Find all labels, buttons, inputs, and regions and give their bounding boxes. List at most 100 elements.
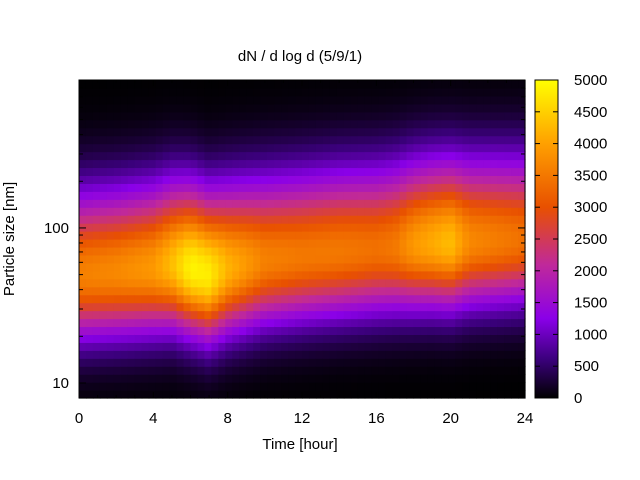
- heatmap-cell: [476, 254, 484, 264]
- heatmap-cell: [308, 215, 317, 224]
- heatmap-cell: [79, 199, 87, 208]
- heatmap-cell: [371, 95, 380, 105]
- heatmap-cell: [176, 350, 185, 359]
- heatmap-cell: [434, 191, 442, 200]
- heatmap-cell: [113, 254, 122, 264]
- heatmap-cell: [106, 80, 115, 89]
- heatmap-cell: [343, 199, 352, 208]
- heatmap-cell: [197, 366, 206, 375]
- heatmap-cell: [281, 215, 289, 224]
- heatmap-cell: [350, 350, 359, 359]
- heatmap-cell: [281, 254, 289, 264]
- heatmap-cell: [281, 143, 289, 153]
- heatmap-cell: [281, 390, 289, 399]
- heatmap-cell: [476, 294, 484, 304]
- heatmap-cell: [225, 302, 233, 312]
- heatmap-cell: [134, 159, 143, 169]
- heatmap-cell: [350, 111, 359, 121]
- heatmap-cell: [427, 334, 436, 343]
- heatmap-cell: [462, 286, 470, 296]
- heatmap-cell: [246, 286, 254, 296]
- heatmap-cell: [322, 262, 331, 272]
- heatmap-cell: [274, 151, 282, 161]
- heatmap-cell: [378, 95, 387, 105]
- heatmap-cell: [420, 87, 429, 97]
- heatmap-cell: [441, 390, 449, 399]
- heatmap-cell: [246, 87, 254, 97]
- heatmap-cell: [315, 246, 324, 256]
- heatmap-cell: [511, 374, 519, 383]
- heatmap-cell: [441, 334, 449, 343]
- heatmap-cell: [350, 254, 359, 264]
- heatmap-cell: [511, 183, 519, 192]
- heatmap-cell: [127, 342, 136, 351]
- heatmap-cell: [455, 310, 463, 320]
- heatmap-cell: [357, 366, 366, 375]
- heatmap-cell: [476, 119, 484, 129]
- heatmap-cell: [295, 207, 303, 216]
- heatmap-cell: [176, 390, 185, 399]
- heatmap-cell: [462, 111, 470, 121]
- heatmap-cell: [281, 326, 289, 335]
- heatmap-cell: [225, 358, 233, 367]
- heatmap-cell: [120, 111, 129, 121]
- heatmap-cell: [315, 310, 324, 320]
- heatmap-cell: [169, 350, 178, 359]
- heatmap-cell: [281, 246, 289, 256]
- heatmap-cell: [155, 382, 164, 391]
- heatmap-cell: [511, 326, 519, 335]
- heatmap-cell: [406, 191, 415, 200]
- heatmap-cell: [92, 390, 101, 399]
- heatmap-cell: [511, 358, 519, 367]
- heatmap-cell: [343, 167, 352, 176]
- heatmap-cell: [92, 199, 101, 208]
- heatmap-cell: [511, 350, 519, 359]
- heatmap-cell: [420, 278, 429, 288]
- heatmap-cell: [204, 231, 213, 240]
- heatmap-cell: [357, 191, 366, 200]
- heatmap-cell: [155, 151, 164, 161]
- heatmap-cell: [162, 262, 171, 272]
- heatmap-cell: [511, 119, 519, 129]
- heatmap-cell: [176, 358, 185, 367]
- heatmap-cell: [511, 382, 519, 391]
- heatmap-cell: [197, 215, 206, 224]
- heatmap-cell: [225, 239, 233, 248]
- heatmap-cell: [197, 80, 206, 89]
- heatmap-cell: [197, 358, 206, 367]
- heatmap-cell: [99, 215, 108, 224]
- heatmap-cell: [357, 143, 366, 153]
- heatmap-cell: [413, 246, 422, 256]
- heatmap-cell: [204, 143, 213, 153]
- heatmap-cell: [364, 183, 373, 192]
- heatmap-cell: [183, 207, 192, 216]
- heatmap-cell: [371, 135, 380, 145]
- heatmap-cell: [302, 270, 310, 280]
- heatmap-cell: [148, 278, 157, 288]
- heatmap-cell: [267, 80, 275, 89]
- heatmap-cell: [462, 135, 470, 145]
- heatmap-cell: [343, 239, 352, 248]
- heatmap-cell: [267, 382, 275, 391]
- heatmap-cell: [113, 207, 122, 216]
- heatmap-cell: [113, 95, 122, 105]
- heatmap-cell: [190, 342, 199, 351]
- heatmap-cell: [413, 350, 422, 359]
- heatmap-cell: [239, 151, 247, 161]
- heatmap-cell: [448, 286, 456, 296]
- heatmap-cell: [113, 390, 122, 399]
- heatmap-cell: [197, 334, 206, 343]
- colorbar-tick-label: 1000: [574, 326, 607, 343]
- heatmap-cell: [364, 151, 373, 161]
- heatmap-cell: [239, 103, 247, 113]
- heatmap-cell: [315, 374, 324, 383]
- heatmap-cell: [239, 294, 247, 304]
- heatmap-cell: [420, 302, 429, 312]
- heatmap-cell: [141, 127, 150, 137]
- heatmap-cell: [85, 151, 94, 161]
- heatmap-cell: [281, 374, 289, 383]
- heatmap-cell: [113, 127, 122, 137]
- heatmap-cell: [274, 286, 282, 296]
- heatmap-cell: [322, 223, 331, 232]
- heatmap-cell: [350, 239, 359, 248]
